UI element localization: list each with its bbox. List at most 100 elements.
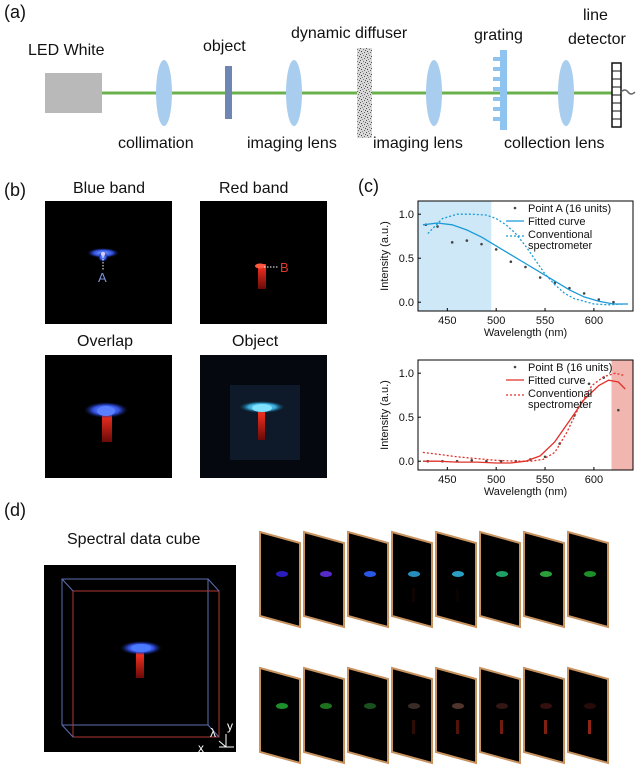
spectral-frame (259, 530, 301, 629)
panel-label-b: (b) (4, 180, 26, 200)
x-axis-label: Wavelength (nm) (484, 327, 567, 339)
data-point (582, 292, 586, 295)
panel-label-a: (a) (4, 2, 26, 22)
spectral-cube (44, 565, 236, 752)
legend-conv-label: Conventional (528, 388, 592, 400)
x-tick-label: 450 (438, 315, 456, 327)
spectral-frame (303, 666, 345, 765)
spectral-frame (567, 530, 609, 629)
spectral-frame (391, 666, 433, 765)
grating-label: grating (474, 27, 523, 44)
data-point (597, 298, 601, 301)
spectral-frame (303, 530, 345, 629)
spectral-frame (567, 666, 609, 765)
highlight-band (611, 360, 633, 470)
x-tick-label: 550 (536, 474, 554, 486)
y-tick-label: 1.0 (399, 368, 414, 380)
y-tick-label: 0.5 (399, 253, 414, 265)
data-point (494, 248, 498, 251)
red-band-title: Red band (219, 180, 288, 197)
data-point (485, 459, 488, 463)
data-point (587, 382, 591, 386)
spectral-frame (391, 530, 433, 629)
spectral-frame (523, 530, 565, 629)
spectral-frame (435, 530, 477, 629)
conventional-spectrometer-curve (422, 372, 626, 462)
collection-lens-label: collection lens (504, 135, 605, 152)
spectral-frame (479, 666, 521, 765)
spectral-frame (435, 666, 477, 765)
legend-conv-label-2: spectrometer (528, 240, 593, 252)
legend-fit-label: Fitted curve (528, 216, 585, 228)
fitted-curve (422, 379, 626, 464)
red-band-image (200, 201, 327, 324)
object-label: object (203, 38, 246, 55)
cube-axis-y: y (227, 719, 233, 733)
overlap-image (45, 355, 172, 478)
conventional-spectrometer-curve (427, 213, 624, 306)
imaging-lens-1-label: imaging lens (247, 135, 337, 152)
y-tick-label: 0.0 (399, 456, 414, 468)
object-slide (225, 66, 232, 119)
spectral-frame (523, 666, 565, 765)
data-point (465, 239, 469, 242)
detector-label-line1: line (583, 7, 608, 24)
data-point (450, 241, 454, 244)
y-axis-label: Intensity (a.u.) (379, 221, 391, 291)
y-tick-label: 0.5 (399, 412, 414, 424)
x-tick-label: 600 (585, 315, 603, 327)
object-image (200, 355, 327, 478)
plot-frame (417, 200, 634, 312)
plot-frame (417, 359, 634, 471)
cube-title: Spectral data cube (67, 531, 201, 548)
dynamic-diffuser (357, 48, 372, 138)
legend-point-marker (513, 365, 517, 369)
spectral-frame (347, 530, 389, 629)
collimation-lens (156, 60, 172, 126)
data-point (470, 459, 474, 462)
imaging-lens-2 (426, 60, 442, 126)
spectrum-chart-point-b: 450 500 550 600 0.0 0.5 1.0 Wavelength (nm) Inte… (379, 359, 634, 498)
data-point (617, 408, 620, 412)
legend-conv-label-2: spectrometer (528, 399, 593, 411)
x-axis-label: Wavelength (nm) (484, 486, 567, 498)
legend-point-label: Point B (16 units) (528, 362, 612, 374)
point-b-marker: B (280, 260, 289, 275)
x-tick-label: 500 (487, 315, 505, 327)
spectral-frame (347, 666, 389, 765)
collimation-label: collimation (118, 135, 194, 152)
spectrum-chart-point-a: 450 500 550 600 0.0 0.5 1.0 Wavelength (nm) Inte… (379, 200, 634, 339)
y-axis-label: Intensity (a.u.) (379, 380, 391, 450)
fitted-curve (422, 222, 629, 305)
x-tick-label: 500 (487, 474, 505, 486)
data-point (509, 260, 513, 264)
highlight-band (418, 201, 492, 311)
x-tick-label: 450 (438, 474, 456, 486)
spectral-frames (259, 530, 609, 765)
object-title: Object (232, 333, 279, 350)
point-a-marker: A (98, 270, 107, 285)
imaging-lens-2-label: imaging lens (373, 135, 463, 152)
y-tick-label: 0.0 (399, 297, 414, 309)
x-tick-label: 600 (585, 474, 603, 486)
y-tick-label: 1.0 (399, 209, 414, 221)
panel-label-c: (c) (358, 176, 379, 196)
cube-axis-x: x (198, 741, 204, 755)
grating (493, 50, 507, 130)
spectral-frame (259, 666, 301, 765)
data-point (538, 276, 542, 279)
panel-label-d: (d) (4, 500, 26, 520)
blue-band-title: Blue band (73, 180, 145, 197)
legend-conv-label: Conventional (528, 229, 592, 241)
imaging-lens-1 (286, 60, 302, 126)
legend-point-marker (513, 206, 517, 210)
blue-band-image (45, 201, 172, 324)
detector-label-line2: detector (568, 31, 626, 48)
legend-fit-label: Fitted curve (528, 375, 585, 387)
spectral-frame (479, 530, 521, 629)
legend-point-label: Point A (16 units) (528, 203, 611, 215)
line-detector (611, 62, 636, 128)
data-point (480, 242, 483, 246)
data-point (612, 300, 615, 304)
